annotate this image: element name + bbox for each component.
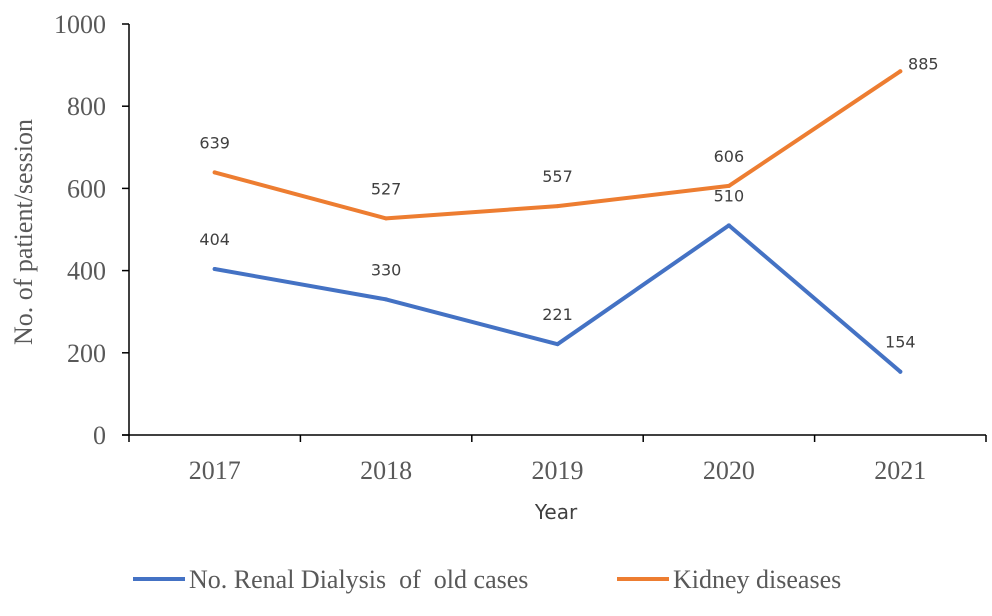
legend-label: No. Renal Dialysis of old cases bbox=[189, 565, 528, 594]
data-label: 154 bbox=[885, 333, 916, 352]
data-label: 404 bbox=[199, 230, 230, 249]
data-label: 510 bbox=[714, 186, 745, 205]
data-point bbox=[384, 297, 389, 302]
series-line-1 bbox=[212, 223, 903, 374]
x-tick-label: 2017 bbox=[189, 456, 241, 485]
data-label: 639 bbox=[199, 133, 230, 152]
y-axis-ticks: 0 200 400 600 800 1000 bbox=[54, 10, 129, 450]
y-tick-label: 1000 bbox=[54, 10, 106, 39]
legend: No. Renal Dialysis of old cases Kidney di… bbox=[133, 565, 841, 594]
y-tick-label: 600 bbox=[67, 174, 106, 203]
data-point bbox=[898, 69, 903, 74]
data-label: 527 bbox=[371, 179, 402, 198]
x-tick-label: 2021 bbox=[874, 456, 926, 485]
y-tick-label: 200 bbox=[67, 339, 106, 368]
data-point bbox=[555, 342, 560, 347]
data-point bbox=[898, 369, 903, 374]
data-point bbox=[384, 216, 389, 221]
legend-label: Kidney diseases bbox=[673, 565, 841, 594]
y-axis-title: No. of patient/session bbox=[9, 119, 38, 345]
y-tick-label: 400 bbox=[67, 257, 106, 286]
data-point bbox=[212, 170, 217, 175]
data-label: 557 bbox=[542, 167, 573, 186]
data-point bbox=[726, 183, 731, 188]
data-label-layer: 404 330 221 510 154 639 527 557 606 885 bbox=[199, 54, 938, 351]
data-label: 885 bbox=[908, 54, 939, 73]
x-tick-label: 2019 bbox=[532, 456, 584, 485]
x-axis-ticks: 2017 2018 2019 2020 2021 bbox=[128, 435, 987, 485]
x-axis-title: Year bbox=[534, 500, 578, 524]
data-label: 330 bbox=[371, 260, 402, 279]
x-tick-label: 2018 bbox=[360, 456, 412, 485]
series-line-2 bbox=[212, 69, 903, 221]
data-label: 606 bbox=[714, 147, 745, 166]
series-layer bbox=[212, 69, 903, 374]
data-point bbox=[555, 204, 560, 209]
data-label: 221 bbox=[542, 305, 573, 324]
y-tick-label: 0 bbox=[93, 421, 106, 450]
x-tick-label: 2020 bbox=[703, 456, 755, 485]
y-tick-label: 800 bbox=[67, 92, 106, 121]
data-point bbox=[212, 266, 217, 271]
data-point bbox=[726, 223, 731, 228]
